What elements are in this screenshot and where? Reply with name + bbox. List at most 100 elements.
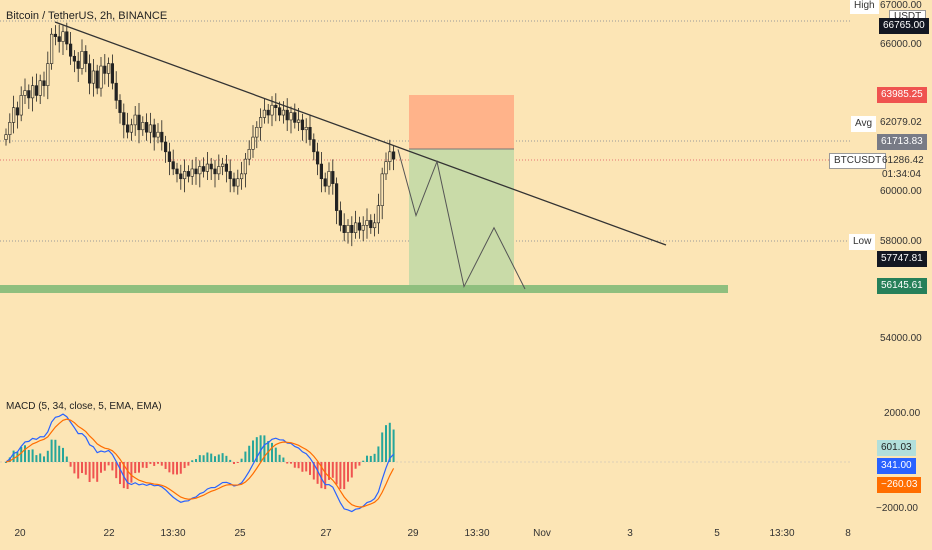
macd-hist-bar (141, 462, 144, 468)
support-band[interactable] (0, 285, 728, 293)
macd-hist-bar (115, 462, 118, 479)
candle-body (30, 85, 35, 99)
candle-body (255, 127, 259, 138)
candle-body (38, 80, 42, 96)
candle-body (80, 51, 84, 69)
high-value: 67000.00 (880, 0, 922, 11)
candle-body (209, 163, 213, 170)
macd-hist-bar (343, 462, 346, 490)
macd-hist-bar (206, 452, 209, 462)
macd-hist-bar (39, 453, 42, 462)
stop-loss-zone[interactable] (409, 95, 514, 149)
candle-body (266, 109, 270, 116)
entry-price-badge: 61713.83 (877, 134, 927, 150)
candle-body (376, 205, 381, 224)
macd-hist-bar (153, 462, 156, 466)
macd-hist-bar (388, 422, 391, 462)
candle-body (391, 151, 396, 160)
candle-body (334, 183, 339, 211)
candle-body (258, 117, 263, 128)
candle-body (95, 70, 99, 89)
macd-hist-bar (111, 462, 114, 471)
macd-hist-bar (126, 462, 129, 489)
macd-hist-bar (320, 462, 323, 489)
macd-value-badge: 341.00 (877, 458, 916, 474)
candle-body (331, 171, 335, 184)
candle-body (293, 112, 297, 123)
descending-trendline[interactable] (54, 21, 667, 246)
macd-hist-bar (195, 459, 197, 462)
macd-hist-bar (27, 449, 30, 462)
take-profit-zone[interactable] (409, 149, 514, 288)
macd-hist-bar (392, 429, 395, 462)
candlestick-series (4, 22, 396, 247)
candle-body (342, 225, 346, 233)
candle-body (76, 60, 80, 69)
candle-body (148, 124, 153, 133)
candle-body (217, 166, 221, 175)
signal-line (5, 418, 395, 508)
candle-body (281, 109, 286, 116)
candle-body (183, 171, 187, 180)
candle-body (12, 107, 16, 123)
avg-value: 62079.02 (880, 117, 922, 128)
macd-hist-bar (252, 440, 254, 462)
candle-body (274, 104, 278, 109)
candle-body (167, 151, 172, 162)
candle-body (357, 222, 362, 231)
macd-hist-bar (183, 462, 186, 469)
x-tick: Nov (533, 528, 551, 539)
candle-body (84, 51, 88, 64)
candle-body (350, 225, 354, 233)
x-tick: 3 (627, 528, 633, 539)
candle-body (232, 178, 236, 187)
macd-hist-bar (88, 462, 91, 483)
chart-title: Bitcoin / TetherUS, 2h, BINANCE (6, 10, 168, 22)
candle-body (156, 131, 160, 138)
signal-value-badge: −260.03 (877, 477, 922, 493)
macd-hist-bar (301, 462, 304, 472)
candle-body (15, 107, 20, 116)
high-label: High (850, 0, 879, 14)
candle-body (243, 158, 248, 175)
macd-hist-bar (236, 462, 239, 463)
macd-hist-bar (24, 445, 26, 462)
candle-body (141, 122, 145, 131)
projected-path[interactable] (397, 149, 526, 290)
x-tick: 13:30 (464, 528, 490, 539)
candle-body (186, 171, 191, 177)
x-tick: 22 (103, 528, 115, 539)
macd-hist-bar (316, 462, 319, 484)
candle-body (205, 163, 210, 172)
low-value: 58000.00 (880, 236, 922, 247)
macd-hist-bar (263, 435, 266, 462)
candle-body (221, 163, 225, 167)
macd-hist-bar (62, 447, 64, 462)
macd-hist-bar (271, 442, 273, 462)
avg-label: Avg (851, 116, 877, 132)
macd-hist-bar (198, 455, 201, 462)
macd-hist-bar (168, 462, 171, 473)
candle-body (315, 151, 320, 165)
macd-hist-bar (54, 439, 57, 462)
candle-body (304, 127, 308, 131)
candle-body (296, 119, 301, 123)
macd-hist-bar (210, 453, 213, 462)
candle-body (65, 31, 69, 45)
y-tick-54000: 54000.00 (880, 333, 922, 344)
macd-hist-bar (335, 462, 338, 485)
macd-hist-bar (16, 452, 19, 462)
candle-body (289, 112, 293, 121)
macd-hist-bar (43, 456, 45, 462)
candle-body (110, 63, 114, 84)
candle-body (308, 127, 312, 140)
candle-body (251, 136, 255, 150)
macd-hist-bar (350, 462, 353, 478)
symbol-label: BTCUSDT (829, 153, 887, 169)
candle-body (247, 149, 251, 160)
x-tick: 25 (234, 528, 246, 539)
candle-body (99, 65, 103, 89)
candle-body (8, 122, 12, 135)
macd-hist-bar (324, 462, 327, 490)
